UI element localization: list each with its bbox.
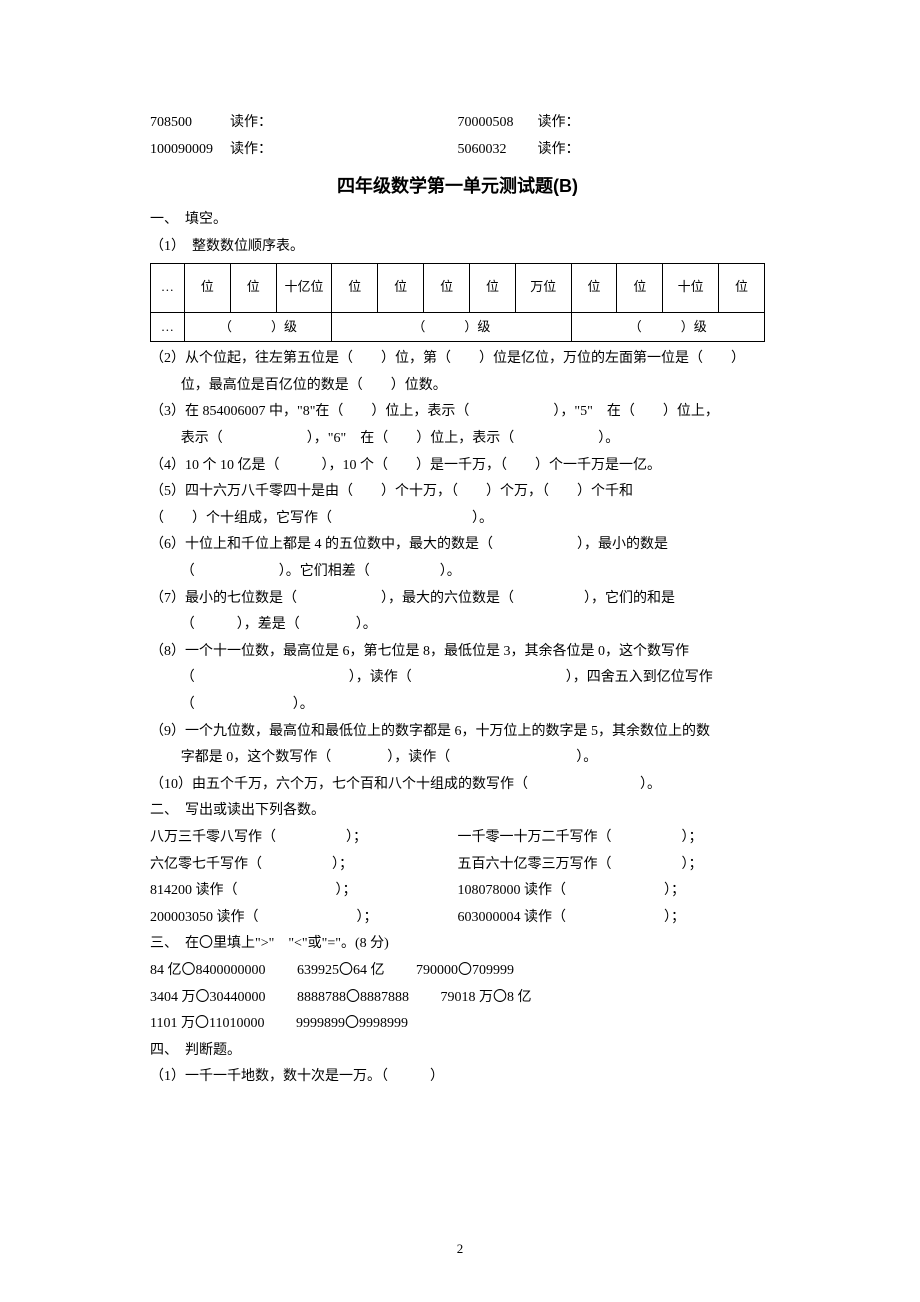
cell-place: 位 [230, 263, 276, 312]
q8-line-1: （8）一个十一位数，最高位是 6，第七位是 8，最低位是 3，其余各位是 0，这… [150, 639, 765, 666]
cell-place: 万位 [515, 263, 571, 312]
read-example-1: 708500 读作： [150, 110, 458, 137]
q4-line: （4）10 个 10 亿是（ ），10 个（ ）是一千万，（ ）个一千万是一亿。 [150, 453, 765, 480]
read-label: 读作： [538, 137, 580, 164]
cell-place: 位 [378, 263, 424, 312]
cell-dots: … [151, 263, 185, 312]
worksheet-title: 四年级数学第一单元测试题(B) [150, 169, 765, 203]
cell-place: 十亿位 [276, 263, 332, 312]
q9-line-1: （9）一个九位数，最高位和最低位上的数字都是 6，十万位上的数字是 5，其余数位… [150, 719, 765, 746]
q2-line-1: （2）从个位起，往左第五位是（ ）位，第（ ）位是亿位，万位的左面第一位是（ ） [150, 346, 765, 373]
cmp-item: 84 亿〇8400000000 [150, 963, 266, 978]
q5-line-2: （ ）个十组成，它写作（ ）。 [150, 506, 765, 533]
q3-line-1: （3）在 854006007 中，"8"在（ ）位上，表示（ ），"5" 在（ … [150, 399, 765, 426]
cell-place: 位 [184, 263, 230, 312]
page: 708500 读作： 70000508 读作： 100090009 读作： 50… [0, 0, 920, 1302]
s2-left: 200003050 读作（ ）； [150, 905, 458, 932]
q7-line-1: （7）最小的七位数是（ ），最大的六位数是（ ），它们的和是 [150, 586, 765, 613]
q7-line-2: （ ），差是（ ）。 [150, 612, 765, 639]
cell-level: （ ）级 [332, 312, 571, 342]
cell-dots: … [151, 312, 185, 342]
s4-q1: （1）一千一千地数，数十次是一万。（ ） [150, 1064, 765, 1091]
number-value: 70000508 [458, 110, 538, 137]
read-example-4: 5060032 读作： [458, 137, 766, 164]
read-label: 读作： [538, 110, 580, 137]
cell-place: 位 [470, 263, 516, 312]
table-row-places: … 位 位 十亿位 位 位 位 位 万位 位 位 十位 位 [151, 263, 765, 312]
s2-row-4: 200003050 读作（ ）； 603000004 读作（ ）； [150, 905, 765, 932]
read-label: 读作： [230, 137, 272, 164]
section-4-heading: 四、 判断题。 [150, 1038, 765, 1065]
number-value: 708500 [150, 110, 230, 137]
number-value: 5060032 [458, 137, 538, 164]
page-number: 2 [0, 1237, 920, 1262]
number-value: 100090009 [150, 137, 230, 164]
cell-place: 位 [571, 263, 617, 312]
s2-right: 一千零一十万二千写作（ ）； [458, 825, 766, 852]
q6-line-1: （6）十位上和千位上都是 4 的五位数中，最大的数是（ ），最小的数是 [150, 532, 765, 559]
place-value-table: … 位 位 十亿位 位 位 位 位 万位 位 位 十位 位 … （ ）级 （ ）… [150, 263, 765, 343]
s2-row-3: 814200 读作（ ）； 108078000 读作（ ）； [150, 878, 765, 905]
cell-level: （ ）级 [184, 312, 331, 342]
section-1-heading: 一、 填空。 [150, 207, 765, 234]
s3-row-3: 1101 万〇11010000 9999899〇9998999 [150, 1011, 765, 1038]
s2-row-2: 六亿零七千写作（ ）； 五百六十亿零三万写作（ ）； [150, 852, 765, 879]
cmp-item: 3404 万〇30440000 [150, 990, 266, 1005]
cmp-item: 790000〇709999 [416, 963, 514, 978]
cell-place: 位 [424, 263, 470, 312]
cmp-item: 639925〇64 亿 [297, 963, 385, 978]
top-read-examples: 708500 读作： 70000508 读作： 100090009 读作： 50… [150, 110, 765, 163]
q6-line-2: （ ）。它们相差（ ）。 [150, 559, 765, 586]
cmp-item: 1101 万〇11010000 [150, 1016, 264, 1031]
s3-row-2: 3404 万〇30440000 8888788〇8887888 79018 万〇… [150, 985, 765, 1012]
s2-left: 814200 读作（ ）； [150, 878, 458, 905]
cmp-item: 9999899〇9998999 [296, 1016, 408, 1031]
section-2-heading: 二、 写出或读出下列各数。 [150, 798, 765, 825]
s2-right: 603000004 读作（ ）； [458, 905, 766, 932]
section-3-heading: 三、 在〇里填上">" "<"或"="。(8 分) [150, 931, 765, 958]
cell-place: 十位 [663, 263, 719, 312]
s2-row-1: 八万三千零八写作（ ）； 一千零一十万二千写作（ ）； [150, 825, 765, 852]
cell-place: 位 [718, 263, 764, 312]
read-example-2: 70000508 读作： [458, 110, 766, 137]
q8-line-3: （ ）。 [150, 692, 765, 719]
s2-right: 108078000 读作（ ）； [458, 878, 766, 905]
s2-left: 八万三千零八写作（ ）； [150, 825, 458, 852]
q5-line-1: （5）四十六万八千零四十是由（ ）个十万，（ ）个万，（ ）个千和 [150, 479, 765, 506]
q1-caption: （1） 整数数位顺序表。 [150, 234, 765, 261]
cmp-item: 8888788〇8887888 [297, 990, 409, 1005]
q3-line-2: 表示（ ），"6" 在（ ）位上，表示（ ）。 [150, 426, 765, 453]
q2-line-2: 位，最高位是百亿位的数是（ ）位数。 [150, 373, 765, 400]
cmp-item: 79018 万〇8 亿 [441, 990, 532, 1005]
cell-place: 位 [617, 263, 663, 312]
table-row-levels: … （ ）级 （ ）级 （ ）级 [151, 312, 765, 342]
cell-level: （ ）级 [571, 312, 764, 342]
read-label: 读作： [230, 110, 272, 137]
q9-line-2: 字都是 0，这个数写作（ ），读作（ ）。 [150, 745, 765, 772]
s2-right: 五百六十亿零三万写作（ ）； [458, 852, 766, 879]
q10-line: （10）由五个千万，六个万，七个百和八个十组成的数写作（ ）。 [150, 772, 765, 799]
q8-line-2: （ ），读作（ ），四舍五入到亿位写作 [150, 665, 765, 692]
read-example-3: 100090009 读作： [150, 137, 458, 164]
cell-place: 位 [332, 263, 378, 312]
s2-left: 六亿零七千写作（ ）； [150, 852, 458, 879]
s3-row-1: 84 亿〇8400000000 639925〇64 亿 790000〇70999… [150, 958, 765, 985]
